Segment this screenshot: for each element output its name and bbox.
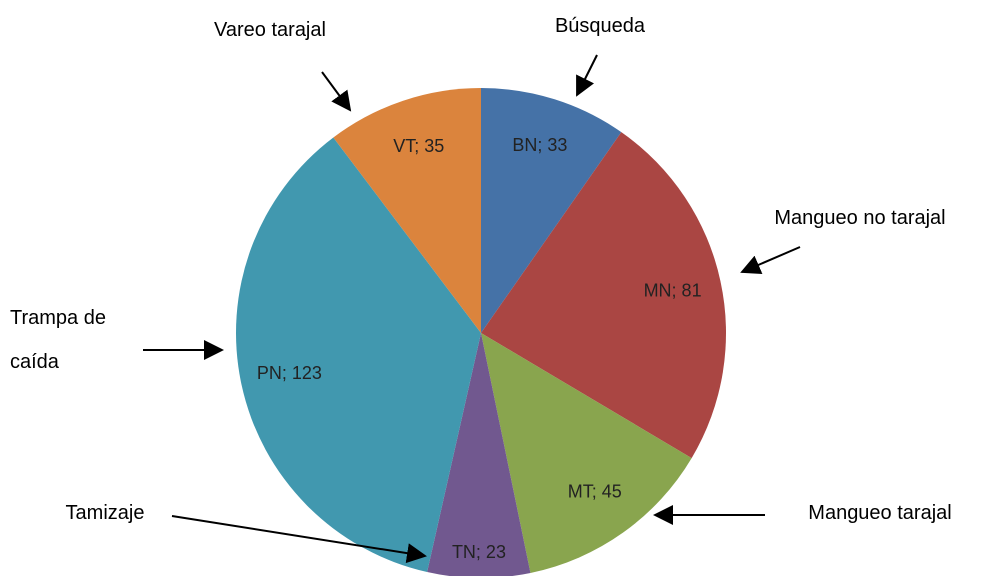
- category-label: Tamizaje: [65, 502, 145, 524]
- slice: [236, 137, 481, 573]
- category-label: Trampa de caída: [10, 307, 106, 373]
- data-label: PN; 123: [257, 363, 322, 383]
- arrow: [576, 54, 598, 97]
- arrow: [740, 246, 801, 275]
- slices: [236, 88, 726, 576]
- data-label: BN; 33: [512, 135, 567, 155]
- data-label: TN; 23: [452, 542, 506, 562]
- slice: [427, 333, 531, 576]
- slice: [481, 333, 692, 573]
- category-label: Búsqueda: [554, 15, 646, 37]
- category-label: Mangueo no tarajal: [774, 207, 946, 229]
- slice: [333, 88, 481, 333]
- data-label: MN; 81: [644, 280, 702, 300]
- arrow: [321, 71, 352, 112]
- slice: [481, 132, 726, 459]
- arrow: [171, 515, 427, 564]
- category-label: Mangueo tarajal: [808, 502, 952, 524]
- slice: [481, 88, 622, 333]
- data-label: MT; 45: [568, 481, 622, 501]
- category-label: Vareo tarajal: [214, 19, 326, 41]
- data-label: VT; 35: [393, 136, 444, 156]
